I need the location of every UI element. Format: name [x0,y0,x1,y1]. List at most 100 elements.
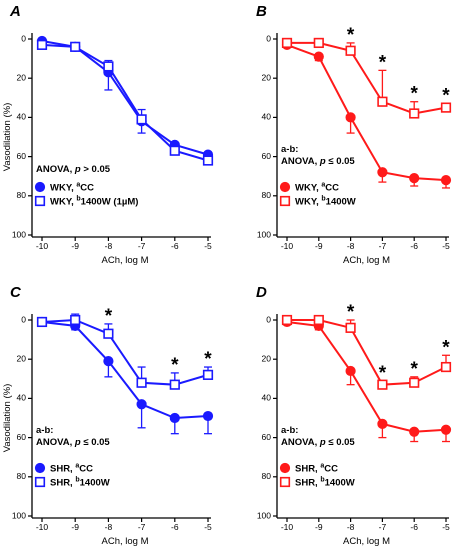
x-tick-label: -10 [281,522,294,532]
data-point [409,108,420,119]
x-tick-label: -5 [204,522,212,532]
data-point [440,361,452,373]
data-point [345,365,356,377]
stats-line-1: a-b: [281,425,298,436]
data-point [202,369,214,380]
data-point [409,377,420,388]
legend-label: SHR, b1400W [50,477,110,489]
x-tick-label: -5 [204,241,212,251]
significance-asterisk: * [442,337,450,358]
x-tick-label: -9 [71,522,79,532]
legend-marker [34,462,46,474]
x-tick-label: -6 [171,522,179,532]
data-point [377,418,388,429]
y-tick-label: 60 [17,151,27,161]
x-tick-label: -6 [171,241,179,251]
legend-marker [279,462,291,474]
x-tick-label: -8 [347,522,355,532]
y-tick-label: 100 [257,229,271,239]
legend-marker [34,195,46,207]
panel-A: A 0 20 40 60 80 100 -10 -9 -8 -7 -6 -5 ACh, log M Vaso… [2,3,214,266]
y-tick-label: 80 [262,190,272,200]
data-point [103,61,114,72]
series-line [286,43,447,182]
data-point [440,175,452,186]
y-tick-label: 40 [17,112,27,122]
y-axis-label: Vasodilation (%) [2,103,13,171]
data-point [313,51,324,62]
x-axis-label: ACh, log M [343,536,390,547]
y-tick-label: 0 [266,33,271,43]
data-point [169,145,180,156]
data-point [169,412,180,424]
data-point [70,314,81,326]
x-tick-label: -10 [36,522,49,532]
legend-label: SHR, b1400W [295,477,355,489]
x-tick-label: -7 [379,241,387,251]
data-point [281,314,293,326]
x-tick-label: -8 [105,241,113,251]
data-point [377,379,388,390]
significance-asterisk: * [105,306,113,327]
x-tick-label: -7 [379,522,387,532]
legend-marker [34,476,46,488]
stats-line-2: ANOVA, p ≤ 0.05 [281,437,355,448]
stats-line-2: ANOVA, p ≤ 0.05 [36,437,110,448]
data-point [36,316,48,328]
data-point [70,41,81,52]
significance-asterisk: * [347,302,355,323]
y-tick-label: 100 [12,510,26,520]
significance-asterisk: * [379,363,387,384]
x-tick-label: -8 [105,522,113,532]
x-tick-label: -6 [410,522,418,532]
panel-letter: D [256,284,267,301]
series-line [41,43,209,162]
stats-line-2: ANOVA, p ≤ 0.05 [281,156,355,167]
legend-label: WKY, aCC [295,182,339,194]
series-line [286,320,447,433]
x-tick-label: -5 [442,522,450,532]
series-line [287,41,447,115]
y-tick-label: 80 [17,190,27,200]
data-point [136,114,147,125]
data-point [36,39,48,50]
y-tick-label: 0 [266,314,271,324]
legend-marker [279,476,291,488]
y-tick-label: 20 [262,353,272,363]
y-tick-label: 20 [262,72,272,82]
stats-line-2: ANOVA, p > 0.05 [36,164,111,175]
series-line [41,39,209,156]
significance-asterisk: * [410,84,418,105]
stats-line-1: a-b: [281,144,298,155]
x-tick-label: -8 [347,241,355,251]
y-tick-label: 80 [262,471,272,481]
legend-label: WKY, aCC [50,182,94,194]
y-tick-label: 100 [12,229,26,239]
data-point [377,167,388,178]
data-point [345,322,356,333]
panel-letter: B [256,3,267,20]
x-axis-label: ACh, log M [102,536,149,547]
data-point [440,424,452,435]
y-tick-label: 60 [262,432,272,442]
x-axis-label: ACh, log M [343,255,390,266]
significance-asterisk: * [204,349,212,370]
x-tick-label: -6 [410,241,418,251]
data-point [377,96,388,107]
data-point [103,328,114,339]
x-tick-label: -10 [281,241,294,251]
y-tick-label: 40 [262,393,272,403]
x-tick-label: -7 [138,241,146,251]
data-point [202,410,214,422]
significance-asterisk: * [347,25,355,46]
y-tick-label: 100 [257,510,271,520]
y-tick-label: 20 [17,353,27,363]
y-tick-label: 0 [21,33,26,43]
data-point [313,314,324,326]
y-tick-label: 60 [262,151,272,161]
y-tick-label: 80 [17,471,27,481]
y-tick-label: 0 [21,314,26,324]
x-tick-label: -5 [442,241,450,251]
panel-B: B 0 20 40 60 80 100 -10 -9 -8 -7 -6 -5 ACh, log M * * * *… [256,3,452,266]
